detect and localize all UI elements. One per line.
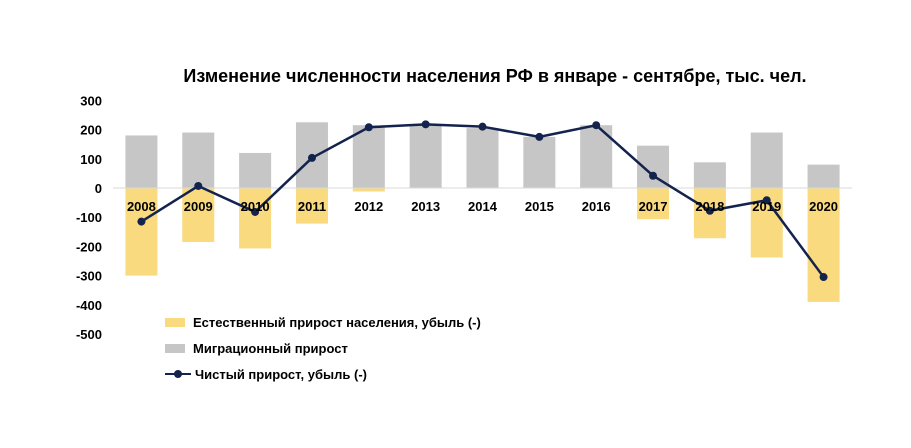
y-tick-label: -300 bbox=[76, 269, 102, 284]
y-axis-labels: 300 200 100 0 -100 -200 -300 -400 -500 bbox=[76, 93, 102, 342]
x-tick-label: 2019 bbox=[752, 199, 781, 214]
natural-bar-2009 bbox=[182, 188, 215, 243]
legend-item-natural: Естественный прирост населения, убыль (-… bbox=[165, 309, 481, 335]
net-point-2008 bbox=[137, 217, 146, 226]
x-axis-labels: 2008 2009 2010 2011 2012 2013 2014 2015 2016 2017… bbox=[127, 199, 838, 214]
net-point-2020 bbox=[819, 273, 828, 282]
natural-bar-2011 bbox=[295, 188, 328, 224]
migration-bar-2013 bbox=[409, 125, 442, 188]
net-point-2014 bbox=[478, 122, 487, 131]
migration-bar-2015 bbox=[523, 136, 556, 188]
legend-item-migration: Миграционный прирост bbox=[165, 335, 481, 361]
x-tick-label: 2018 bbox=[695, 199, 724, 214]
net-point-2010 bbox=[251, 207, 260, 216]
net-point-2011 bbox=[307, 153, 316, 162]
migration-bar-2014 bbox=[466, 128, 499, 188]
migration-bar-2012 bbox=[352, 125, 385, 188]
legend-swatch-natural bbox=[165, 317, 185, 327]
net-point-2018 bbox=[705, 206, 714, 215]
x-tick-label: 2009 bbox=[184, 199, 213, 214]
net-point-2015 bbox=[535, 132, 544, 141]
x-tick-label: 2015 bbox=[525, 199, 554, 214]
migration-growth-bars bbox=[125, 122, 840, 188]
migration-bar-2009 bbox=[182, 132, 215, 188]
net-point-2016 bbox=[592, 121, 601, 130]
migration-bar-2010 bbox=[239, 152, 272, 188]
migration-bar-2020 bbox=[807, 164, 840, 188]
migration-bar-2008 bbox=[125, 135, 158, 188]
legend-label-migration: Миграционный прирост bbox=[193, 340, 348, 356]
x-tick-label: 2013 bbox=[411, 199, 440, 214]
net-point-2019 bbox=[762, 196, 771, 205]
migration-bar-2018 bbox=[693, 162, 726, 188]
legend: Естественный прирост населения, убыль (-… bbox=[165, 309, 481, 387]
y-tick-label: 100 bbox=[80, 152, 102, 167]
y-tick-label: -100 bbox=[76, 210, 102, 225]
x-tick-label: 2014 bbox=[468, 199, 498, 214]
legend-label-natural: Естественный прирост населения, убыль (-… bbox=[193, 314, 481, 330]
y-tick-label: -400 bbox=[76, 298, 102, 313]
net-point-2017 bbox=[649, 171, 658, 180]
natural-growth-bars bbox=[125, 179, 840, 302]
y-tick-label: 300 bbox=[80, 93, 102, 108]
y-tick-label: 200 bbox=[80, 123, 102, 138]
y-tick-label: -200 bbox=[76, 239, 102, 254]
x-tick-label: 2008 bbox=[127, 199, 156, 214]
legend-item-net: Чистый прирост, убыль (-) bbox=[165, 361, 481, 387]
net-growth-line bbox=[137, 120, 828, 282]
natural-bar-2020 bbox=[807, 188, 840, 302]
net-point-2012 bbox=[364, 123, 373, 132]
natural-bar-2010 bbox=[239, 188, 272, 249]
legend-label-net: Чистый прирост, убыль (-) bbox=[195, 366, 367, 382]
net-point-2013 bbox=[421, 120, 430, 129]
x-tick-label: 2017 bbox=[639, 199, 668, 214]
legend-swatch-migration bbox=[165, 343, 185, 353]
migration-bar-2019 bbox=[750, 132, 783, 188]
natural-bar-2017 bbox=[637, 188, 670, 220]
natural-bar-2008 bbox=[125, 188, 158, 276]
legend-swatch-net bbox=[165, 369, 191, 379]
x-tick-label: 2010 bbox=[241, 199, 270, 214]
y-tick-label: 0 bbox=[95, 181, 102, 196]
x-tick-label: 2020 bbox=[809, 199, 838, 214]
natural-bar-2012 bbox=[352, 188, 385, 192]
net-point-2009 bbox=[194, 181, 203, 190]
x-tick-label: 2012 bbox=[354, 199, 383, 214]
chart-title: Изменение численности населения РФ в янв… bbox=[183, 66, 807, 86]
x-tick-label: 2016 bbox=[582, 199, 611, 214]
x-tick-label: 2011 bbox=[298, 199, 326, 214]
y-tick-label: -500 bbox=[76, 327, 102, 342]
